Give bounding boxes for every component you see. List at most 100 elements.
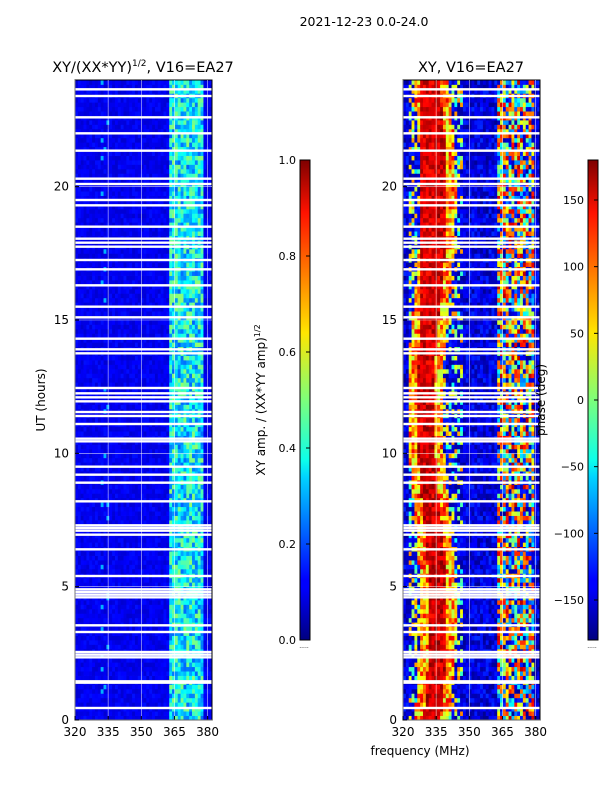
- heatmap-cell: [100, 426, 104, 432]
- heatmap-cell: [152, 613, 156, 619]
- heatmap-cell: [203, 275, 207, 281]
- heatmap-cell: [112, 280, 116, 285]
- heatmap-cell: [203, 715, 207, 720]
- heatmap-cell: [146, 693, 150, 699]
- heatmap-cell: [174, 373, 179, 379]
- heatmap-cell: [134, 697, 139, 703]
- heatmap-cell: [149, 448, 153, 454]
- heatmap-cell: [143, 373, 147, 379]
- heatmap-cell: [117, 675, 122, 681]
- heatmap-cell: [177, 555, 181, 561]
- heatmap-cell: [152, 444, 156, 450]
- heatmap-cell: [154, 448, 159, 454]
- heatmap-cell: [149, 462, 153, 468]
- heatmap-cell: [75, 640, 79, 645]
- heatmap-cell: [126, 364, 130, 370]
- heatmap-cell: [194, 506, 199, 512]
- heatmap-cell: [137, 666, 142, 672]
- heatmap-cell: [143, 577, 147, 583]
- heatmap-cell: [117, 484, 122, 490]
- heatmap-cell: [163, 320, 167, 325]
- heatmap-cell: [160, 355, 164, 361]
- heatmap-cell: [154, 342, 159, 348]
- heatmap-cell: [80, 324, 84, 330]
- heatmap-cell: [114, 488, 119, 494]
- heatmap-cell: [114, 377, 119, 383]
- heatmap-cell: [203, 284, 207, 290]
- heatmap-cell: [126, 675, 130, 681]
- heatmap-cell: [152, 417, 156, 423]
- heatmap-cell: [123, 671, 127, 676]
- heatmap-cell: [186, 328, 190, 334]
- heatmap-cell: [80, 626, 84, 632]
- heatmap-cell: [157, 284, 162, 290]
- heatmap-cell: [94, 462, 99, 468]
- heatmap-cell: [203, 502, 207, 508]
- heatmap-cell: [94, 444, 99, 450]
- heatmap-cell: [134, 675, 139, 681]
- heatmap-cell: [100, 613, 104, 619]
- heatmap-cell: [75, 382, 79, 388]
- heatmap-cell: [126, 542, 130, 548]
- heatmap-cell: [86, 484, 90, 490]
- heatmap-cell: [86, 684, 90, 690]
- heatmap-cell: [154, 377, 159, 383]
- heatmap-cell: [200, 537, 204, 543]
- heatmap-cell: [180, 324, 184, 330]
- heatmap-cell: [83, 537, 87, 543]
- heatmap-cell: [169, 475, 173, 481]
- heatmap-cell: [197, 284, 201, 290]
- heatmap-cell: [197, 604, 201, 610]
- heatmap-cell: [83, 320, 87, 325]
- heatmap-cell: [103, 431, 107, 436]
- heatmap-cell: [194, 404, 199, 410]
- heatmap-cell: [180, 502, 184, 508]
- heatmap-cell: [134, 475, 139, 481]
- heatmap-cell: [192, 662, 196, 668]
- heatmap-cell: [203, 693, 207, 699]
- heatmap-cell: [143, 640, 147, 645]
- heatmap-cell: [172, 337, 176, 343]
- heatmap-cell: [166, 631, 170, 636]
- heatmap-cell: [197, 617, 201, 623]
- heatmap-cell: [177, 457, 181, 463]
- heatmap-cell: [169, 462, 173, 468]
- heatmap-cell: [126, 368, 130, 374]
- heatmap-cell: [163, 604, 167, 610]
- heatmap-cell: [123, 297, 127, 303]
- heatmap-cell: [126, 684, 130, 690]
- heatmap-cell: [92, 657, 96, 663]
- heatmap-cell: [114, 666, 119, 672]
- heatmap-cell: [180, 342, 184, 348]
- heatmap-cell: [80, 702, 84, 708]
- heatmap-cell: [180, 488, 184, 494]
- heatmap-cell: [206, 711, 210, 716]
- heatmap-cell: [134, 688, 139, 694]
- heatmap-cell: [80, 675, 84, 681]
- heatmap-cell: [77, 377, 82, 383]
- heatmap-cell: [143, 475, 147, 481]
- heatmap-cell: [197, 711, 201, 716]
- heatmap-cell: [203, 600, 207, 605]
- heatmap-cell: [166, 577, 170, 583]
- heatmap-cell: [160, 684, 164, 690]
- heatmap-cell: [192, 640, 196, 645]
- heatmap-cell: [149, 626, 153, 632]
- heatmap-cell: [186, 293, 190, 299]
- heatmap-cell: [152, 475, 156, 481]
- heatmap-cell: [75, 253, 79, 259]
- heatmap-cell: [203, 675, 207, 681]
- heatmap-cell: [89, 275, 93, 281]
- heatmap-cell: [146, 675, 150, 681]
- heatmap-cell: [149, 488, 153, 494]
- heatmap-cell: [180, 302, 184, 308]
- heatmap-cell: [160, 515, 164, 521]
- heatmap-cell: [129, 537, 133, 543]
- heatmap-cell: [75, 457, 79, 463]
- heatmap-cell: [126, 328, 130, 334]
- heatmap-cell: [83, 373, 87, 379]
- heatmap-cell: [200, 600, 204, 605]
- heatmap-cell: [143, 320, 147, 325]
- heatmap-cell: [183, 431, 187, 436]
- heatmap-cell: [129, 693, 133, 699]
